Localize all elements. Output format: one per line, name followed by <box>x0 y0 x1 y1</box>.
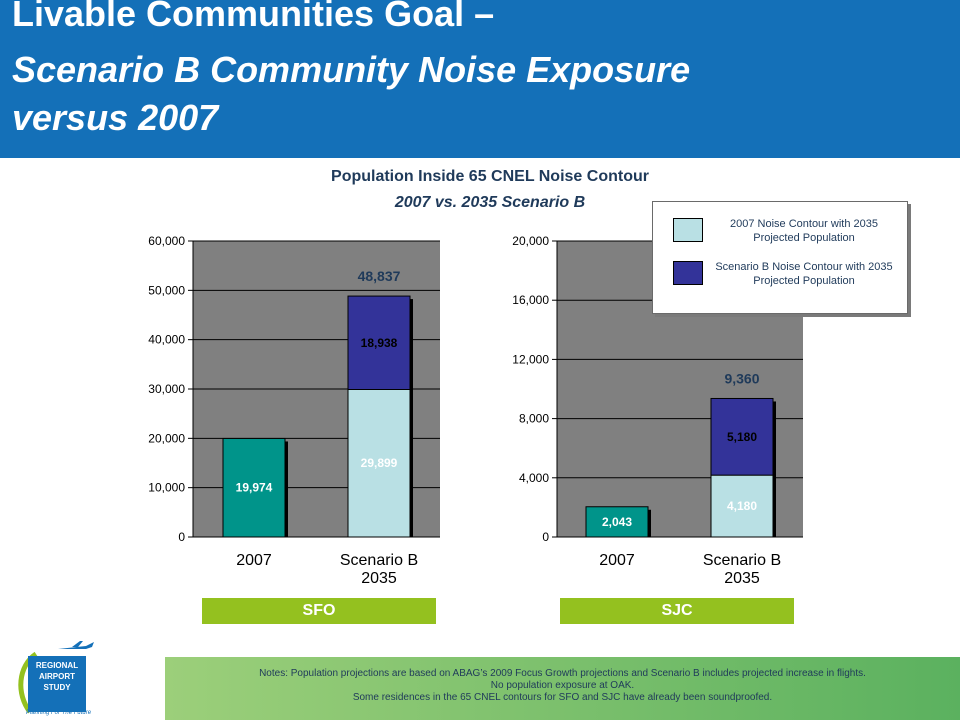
sjc-bar-scenario-b-base <box>710 474 774 538</box>
notes: Notes: Population projections are based … <box>165 668 960 704</box>
sfo-y-tick-label: 40,000 <box>148 333 185 347</box>
sfo-bar-2007 <box>222 437 286 538</box>
logo-line-1: REGIONAL <box>35 661 79 670</box>
logo-line-3: STUDY <box>43 683 71 692</box>
logo-line-2: AIRPORT <box>39 672 75 681</box>
sjc-bar-2007 <box>585 506 649 538</box>
slide-header: Livable Communities Goal – Scenario B Co… <box>0 0 960 158</box>
airport-label-sfo: SFO <box>202 598 436 624</box>
note-line-1: Notes: Population projections are based … <box>259 668 866 679</box>
sfo-category-label: 2035 <box>361 570 397 587</box>
sjc-bar-label: 4,180 <box>727 499 757 513</box>
sjc-category-label: Scenario B <box>703 552 781 569</box>
sfo-bar-label: 19,974 <box>236 481 273 495</box>
sjc-y-tick-label: 20,000 <box>512 234 549 248</box>
sjc-y-tick-label: 4,000 <box>519 471 549 485</box>
sjc-bar-scenario-b-increase <box>710 397 774 476</box>
legend-item-scenario-b: Scenario B Noise Contour with 2035 Proje… <box>653 257 907 287</box>
sfo-bar-scenario-b-increase <box>347 295 411 390</box>
note-line-2: No population exposure at OAK. <box>490 680 635 691</box>
sfo-bar-label: 29,899 <box>361 456 398 470</box>
sjc-category-label: 2007 <box>599 552 635 569</box>
sfo-total-label: 48,837 <box>358 268 401 284</box>
airport-label-sjc: SJC <box>560 598 794 624</box>
chart-legend: 2007 Noise Contour with 2035 Projected P… <box>652 201 908 314</box>
slide-title-line-3: versus 2007 <box>12 97 219 138</box>
regional-airport-study-logo: REGIONAL AIRPORT STUDY Planning For The … <box>12 640 162 718</box>
footer-band <box>165 657 960 720</box>
sjc-y-tick-label: 8,000 <box>519 412 549 426</box>
sfo-y-tick-label: 50,000 <box>148 283 185 297</box>
sjc-y-tick-label: 12,000 <box>512 352 549 366</box>
sfo-category-label: Scenario B <box>340 552 418 569</box>
legend-item-2007: 2007 Noise Contour with 2035 Projected P… <box>653 214 907 244</box>
sjc-bar-label: 5,180 <box>727 430 757 444</box>
sfo-y-tick-label: 10,000 <box>148 481 185 495</box>
sjc-y-tick-label: 0 <box>542 530 549 544</box>
legend-swatch-scenario-b <box>673 261 703 285</box>
sjc-y-tick-label: 16,000 <box>512 293 549 307</box>
sfo-bar-label: 18,938 <box>361 336 398 350</box>
sjc-category-label: 2035 <box>724 570 760 587</box>
sjc-bar-label: 2,043 <box>602 515 632 529</box>
chart-title: Population Inside 65 CNEL Noise Contour <box>331 168 649 185</box>
legend-swatch-2007 <box>673 218 703 242</box>
sfo-y-tick-label: 60,000 <box>148 234 185 248</box>
sfo-y-tick-label: 0 <box>178 530 185 544</box>
logo-badge: REGIONAL AIRPORT STUDY <box>28 656 86 712</box>
slide-title-line-1: Livable Communities Goal – <box>12 0 495 34</box>
legend-label-scenario-b: Scenario B Noise Contour with 2035 Proje… <box>715 261 893 287</box>
note-line-3: Some residences in the 65 CNEL contours … <box>352 692 773 703</box>
sfo-y-tick-label: 30,000 <box>148 382 185 396</box>
sjc-total-label: 9,360 <box>724 370 759 386</box>
slide-title-line-2: Scenario B Community Noise Exposure <box>12 49 691 90</box>
logo-tagline: Planning For The Future <box>26 710 92 716</box>
chart-subtitle: 2007 vs. 2035 Scenario B <box>394 194 586 211</box>
airplane-icon <box>58 641 94 649</box>
legend-label-2007: 2007 Noise Contour with 2035 Projected P… <box>730 218 878 244</box>
sfo-y-tick-label: 20,000 <box>148 431 185 445</box>
sfo-bar-scenario-b-base <box>347 388 411 538</box>
sfo-category-label: 2007 <box>236 552 272 569</box>
